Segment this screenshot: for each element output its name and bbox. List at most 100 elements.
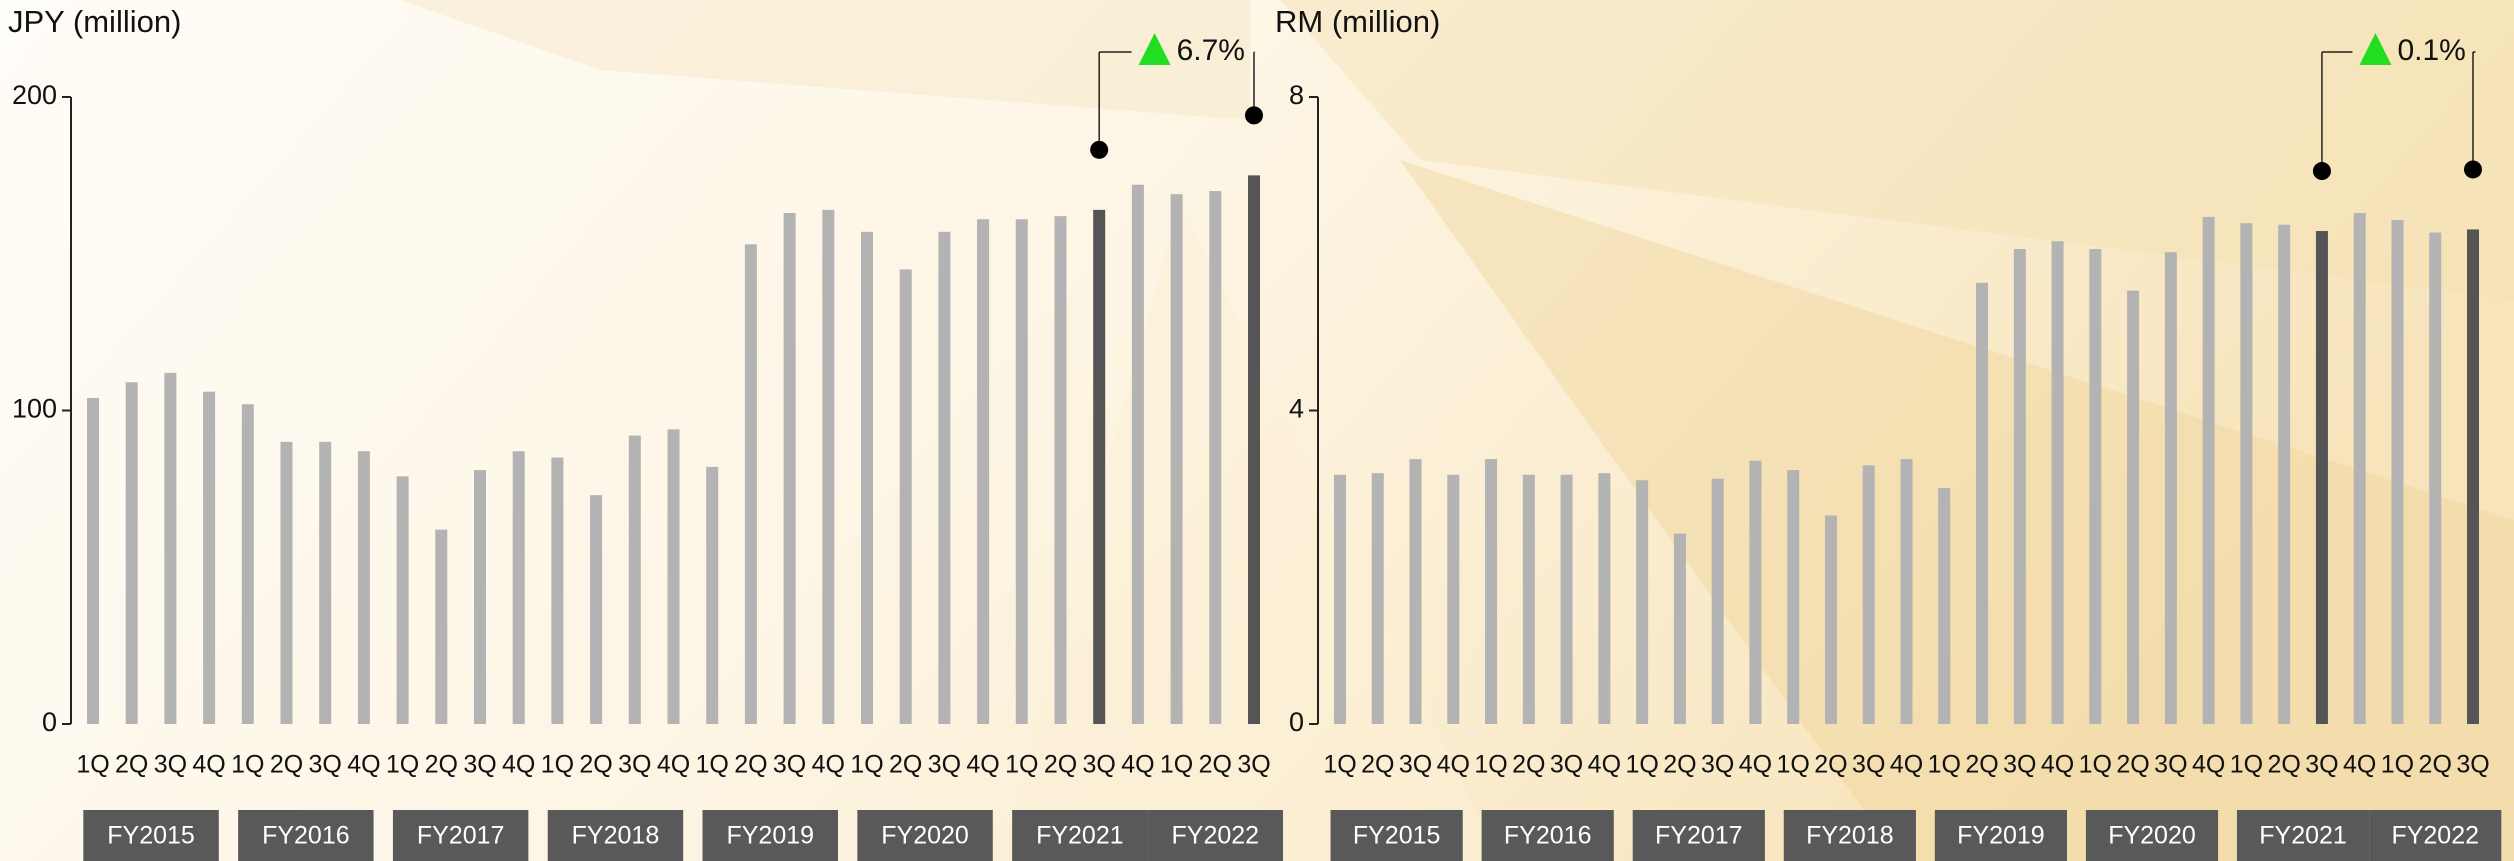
- y-tick-label: 200: [12, 80, 57, 110]
- group-label: FY2017: [417, 822, 505, 850]
- bar: [628, 435, 641, 724]
- group-box: [1934, 810, 2068, 861]
- x-tick-label: 4Q: [1437, 751, 1470, 779]
- x-tick-label: 2Q: [1965, 751, 1998, 779]
- x-tick-label: 4Q: [1588, 751, 1621, 779]
- group-label: FY2016: [262, 822, 350, 850]
- bar: [203, 391, 216, 724]
- annotation-dot: [2464, 160, 2482, 179]
- bar: [1248, 175, 1260, 724]
- bar: [706, 466, 719, 724]
- x-tick-label: 3Q: [463, 751, 496, 779]
- x-tick-label: 2Q: [1814, 751, 1847, 779]
- x-tick-label: 2Q: [425, 751, 458, 779]
- x-tick-label: 3Q: [2154, 751, 2187, 779]
- bar: [2391, 220, 2404, 724]
- bar: [2353, 212, 2366, 724]
- bar: [1170, 194, 1183, 724]
- x-tick-label: 3Q: [618, 751, 651, 779]
- group-box: [1783, 810, 1916, 861]
- up-triangle: [1138, 33, 1171, 65]
- annotation-dot: [1245, 106, 1263, 125]
- bar: [667, 429, 680, 724]
- annotation-dot: [1090, 140, 1109, 159]
- bar: [1711, 478, 1724, 724]
- bar: [938, 231, 951, 724]
- bar: [1560, 474, 1573, 724]
- group-label: FY2022: [2391, 822, 2479, 850]
- x-tick-label: 1Q: [231, 751, 264, 779]
- bar: [822, 209, 835, 725]
- x-tick-label: 2Q: [2116, 751, 2149, 779]
- x-tick-label: 4Q: [2192, 751, 2225, 779]
- bar: [783, 212, 796, 724]
- group-box: [392, 810, 529, 861]
- bar: [2013, 249, 2026, 725]
- bar: [435, 529, 448, 724]
- x-tick-label: 4Q: [192, 751, 225, 779]
- x-tick-label: 1Q: [2381, 751, 2414, 779]
- bar: [396, 476, 409, 724]
- annotation: 6.7%: [1177, 34, 1245, 67]
- x-tick-label: 1Q: [2079, 751, 2112, 779]
- x-tick-label: 1Q: [1005, 751, 1038, 779]
- bar: [1749, 460, 1762, 724]
- group-label: FY2022: [1172, 822, 1260, 850]
- x-tick-label: 1Q: [76, 751, 109, 779]
- bar: [1371, 473, 1384, 724]
- group-label: FY2018: [572, 822, 660, 850]
- group-box: [1012, 810, 1148, 861]
- x-tick-label: 4Q: [657, 751, 690, 779]
- x-tick-label: 1Q: [2230, 751, 2263, 779]
- group-label: FY2019: [726, 822, 814, 850]
- bar: [744, 244, 757, 724]
- x-tick-label: 2Q: [1199, 751, 1232, 779]
- x-tick-label: 2Q: [734, 751, 767, 779]
- group-label: FY2015: [107, 822, 195, 850]
- bar: [899, 269, 912, 724]
- x-tick-label: 4Q: [1890, 751, 1923, 779]
- bar: [1209, 191, 1222, 725]
- bar: [1447, 474, 1460, 724]
- x-tick-label: 2Q: [1512, 751, 1545, 779]
- bar: [1862, 465, 1875, 724]
- bg-shape: [400, 0, 1250, 120]
- group-box: [1330, 810, 1463, 861]
- bar: [1824, 515, 1837, 724]
- bar: [357, 451, 370, 724]
- x-tick-label: 3Q: [309, 751, 342, 779]
- x-tick-label: 3Q: [2305, 751, 2338, 779]
- bar: [2467, 229, 2479, 725]
- bar: [1900, 459, 1913, 724]
- bar: [2127, 290, 2140, 724]
- x-tick-label: 4Q: [966, 751, 999, 779]
- x-tick-label: 2Q: [1361, 751, 1394, 779]
- bar: [319, 441, 332, 724]
- x-tick-label: 1Q: [386, 751, 419, 779]
- group-label: FY2016: [1504, 822, 1592, 850]
- x-tick-label: 4Q: [812, 751, 845, 779]
- bar: [2240, 223, 2253, 724]
- y-tick-label: 4: [1289, 394, 1304, 424]
- x-tick-label: 1Q: [1474, 751, 1507, 779]
- x-tick-label: 2Q: [889, 751, 922, 779]
- x-tick-label: 1Q: [1160, 751, 1193, 779]
- bar: [1334, 474, 1346, 724]
- x-tick-label: 1Q: [541, 751, 574, 779]
- bar: [1673, 533, 1686, 724]
- x-tick-label: 4Q: [1739, 751, 1772, 779]
- group-box: [2369, 810, 2502, 861]
- x-tick-label: 2Q: [115, 751, 148, 779]
- x-tick-label: 2Q: [1663, 751, 1696, 779]
- y-tick-label: 8: [1289, 80, 1304, 110]
- x-tick-label: 3Q: [1550, 751, 1583, 779]
- x-tick-label: 1Q: [850, 751, 883, 779]
- bar: [1131, 184, 1144, 724]
- x-tick-label: 4Q: [502, 751, 535, 779]
- group-box: [547, 810, 684, 861]
- x-tick-label: 1Q: [696, 751, 729, 779]
- bar: [551, 457, 564, 724]
- group-label: FY2021: [2259, 822, 2347, 850]
